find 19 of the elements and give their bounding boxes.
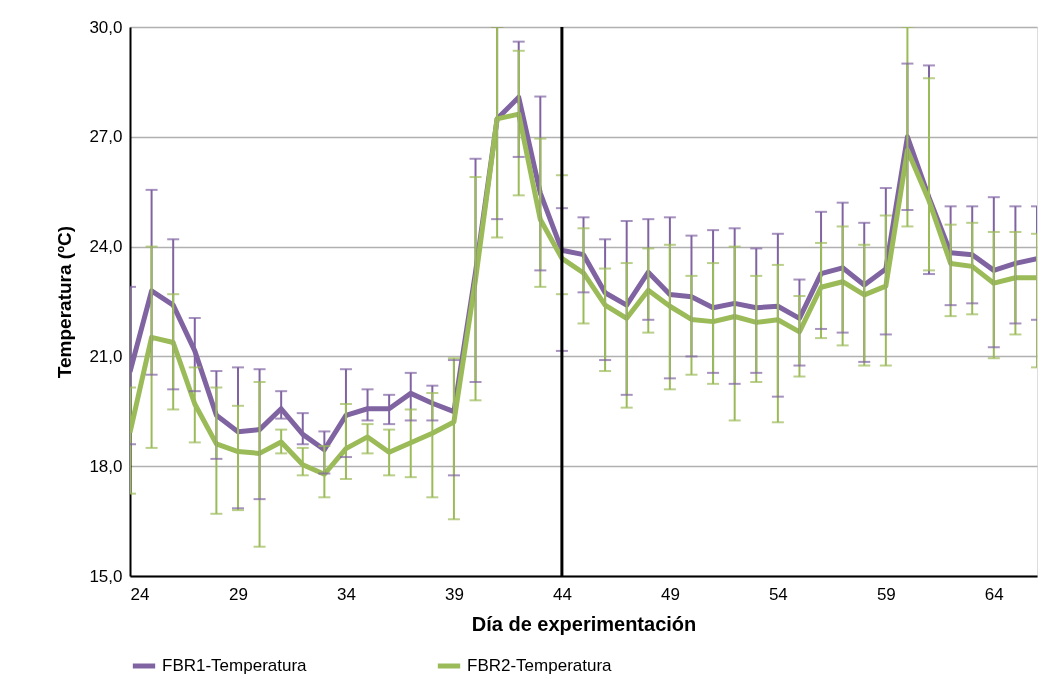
x-tick-label: 54 [768,584,788,604]
y-tick-label: 21,0 [89,346,123,366]
y-tick-label: 15,0 [89,566,123,586]
legend-label: FBR1-Temperatura [162,656,308,675]
x-tick-label: 34 [336,584,356,604]
y-tick-label: 24,0 [89,237,123,257]
y-axis-title: Temperatura (ºC) [54,225,76,379]
y-tick-label: 30,0 [89,17,123,37]
x-tick-label: 24 [130,584,150,604]
y-tick-label: 27,0 [89,127,123,147]
legend-label: FBR2-Temperatura [467,656,613,675]
x-tick-label: 44 [552,584,572,604]
x-tick-label: 29 [229,584,248,604]
x-tick-label: 39 [444,584,464,604]
x-tick-label: 49 [660,584,680,604]
x-tick-label: 64 [984,584,1004,604]
x-axis-title: Día de experimentación [471,612,697,635]
x-tick-label: 59 [876,584,896,604]
y-tick-label: 18,0 [89,456,123,476]
